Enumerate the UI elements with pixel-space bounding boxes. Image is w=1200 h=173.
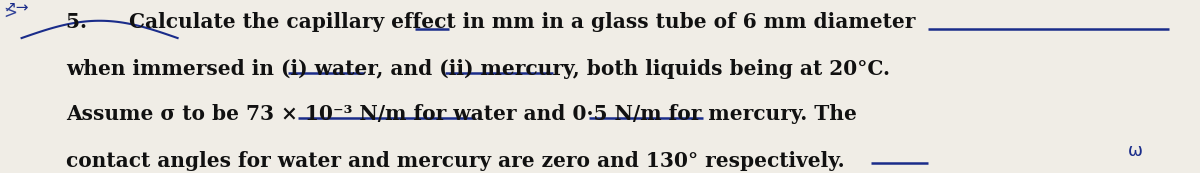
Text: when immersed in (i) water, and (ii) mercury, both liquids being at 20°C.: when immersed in (i) water, and (ii) mer… xyxy=(66,59,890,79)
Text: >: > xyxy=(4,3,18,21)
Text: ω: ω xyxy=(1128,142,1142,160)
Text: 5.      Calculate the capillary effect in mm in a glass tube of 6 mm diameter: 5. Calculate the capillary effect in mm … xyxy=(66,12,916,32)
Text: Assume σ to be 73 × 10⁻³ N/m for water and 0·5 N/m for mercury. The: Assume σ to be 73 × 10⁻³ N/m for water a… xyxy=(66,104,857,124)
Text: ↗→: ↗→ xyxy=(4,0,29,15)
Text: contact angles for water and mercury are zero and 130° respectively.: contact angles for water and mercury are… xyxy=(66,151,845,171)
